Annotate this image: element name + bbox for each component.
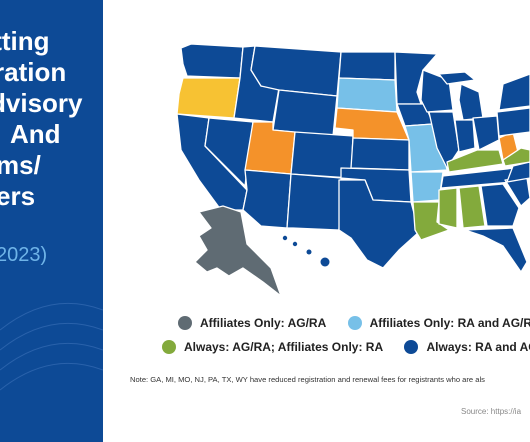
state-virginia [502, 147, 530, 167]
state-new-york [498, 73, 530, 111]
title-line-6: ers [0, 181, 36, 211]
state-arizona [242, 169, 292, 229]
state-mississippi [438, 187, 458, 229]
title-line-5: ms/ [0, 150, 41, 180]
legend-dot-green [162, 340, 176, 354]
footnote: Note: GA, MI, MO, NJ, PA, TX, WY have re… [130, 375, 485, 384]
state-alaska [194, 205, 282, 297]
legend-dot-dark-blue [404, 340, 419, 354]
legend-item-always-agra: Always: AG/RA; Affiliates Only: RA [162, 340, 383, 354]
state-michigan [458, 83, 484, 121]
state-washington [180, 43, 244, 79]
us-state-map [176, 43, 530, 297]
legend-item-ra-and-agra: Affiliates Only: RA and AG/RA [347, 316, 530, 330]
title-line-1: itting [0, 26, 50, 56]
legend-label-ra-and-agra: Affiliates Only: RA and AG/RA [369, 316, 530, 330]
state-hawaii-3 [306, 249, 312, 255]
state-hawaii-4 [320, 257, 330, 267]
state-georgia [480, 183, 520, 227]
state-north-dakota [338, 51, 396, 81]
legend-label-ag-ra: Affiliates Only: AG/RA [200, 316, 327, 330]
title-year: 2023) [0, 244, 48, 266]
legend-dot-gray [178, 316, 192, 330]
title-panel: itting ration dvisory And ms/ ers 2023) [0, 0, 103, 442]
state-south-dakota [336, 77, 398, 113]
legend-label-always-ra-agra: Always: RA and AG/RA [426, 340, 530, 354]
state-hawaii-2 [292, 241, 298, 247]
title-line-3: dvisory [0, 88, 83, 118]
legend-item-always-ra-agra: Always: RA and AG/RA [404, 340, 530, 354]
state-arkansas [410, 171, 444, 203]
state-texas [338, 179, 420, 269]
state-new-mexico [286, 173, 342, 231]
state-kansas [350, 137, 410, 171]
legend-dot-light-blue [347, 316, 362, 330]
state-florida [464, 227, 528, 273]
title-line-4: And [10, 119, 61, 149]
state-pennsylvania [496, 107, 530, 137]
legend-row-2: Always: AG/RA; Affiliates Only: RA Alway… [162, 340, 530, 362]
state-alabama [458, 185, 486, 229]
state-oregon [176, 77, 241, 119]
state-michigan-upper [438, 71, 476, 85]
state-kentucky [446, 149, 504, 173]
decorative-waves [0, 302, 103, 391]
legend-row-1: Affiliates Only: AG/RA Affiliates Only: … [178, 316, 530, 338]
legend-item-ag-ra: Affiliates Only: AG/RA [178, 316, 326, 330]
state-hawaii-1 [282, 235, 288, 241]
state-indiana [454, 119, 476, 153]
source-link[interactable]: Source: https://ia [461, 407, 522, 416]
title-line-2: ration [0, 57, 67, 87]
legend-label-always-agra: Always: AG/RA; Affiliates Only: RA [184, 340, 384, 354]
state-ohio [472, 115, 500, 151]
state-nevada [204, 117, 254, 187]
state-wyoming [272, 89, 338, 137]
